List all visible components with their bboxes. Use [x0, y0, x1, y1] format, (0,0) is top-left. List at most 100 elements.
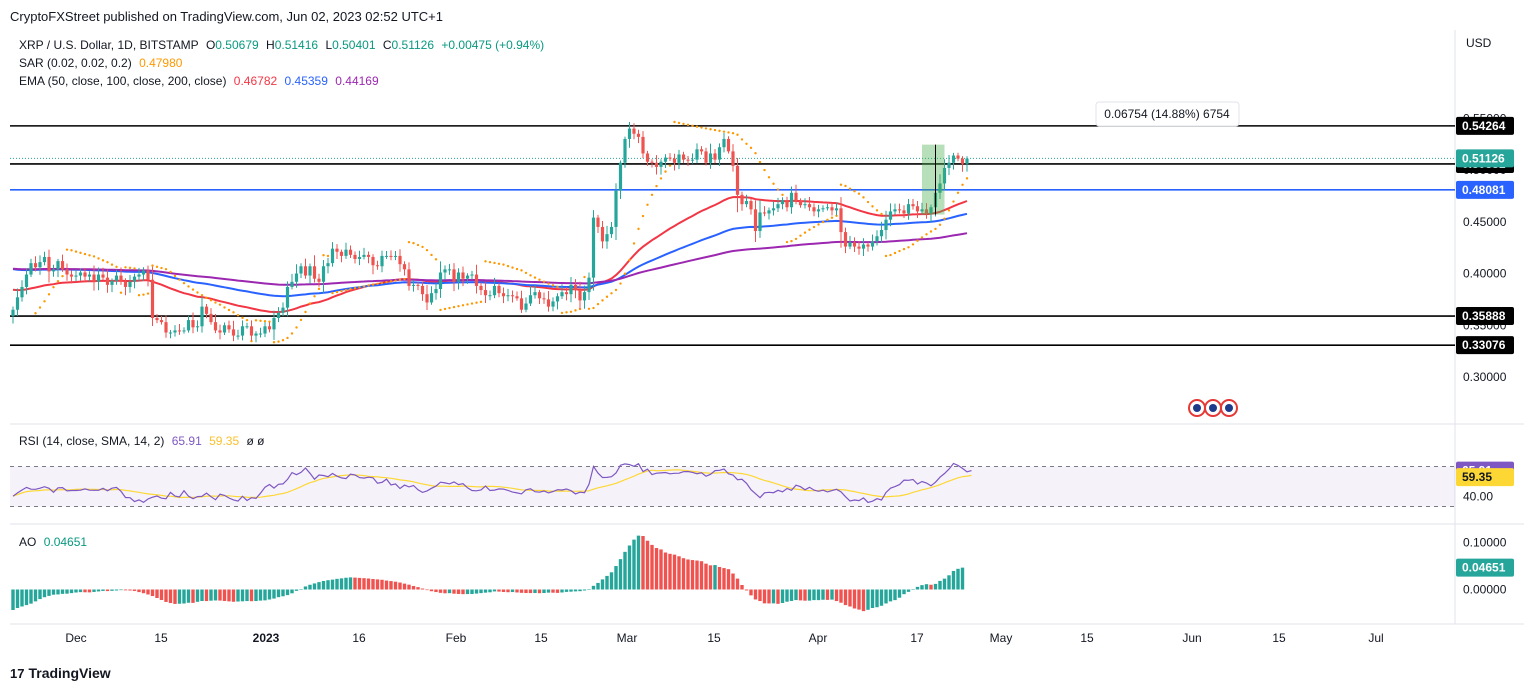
ao-bar[interactable] [96, 589, 101, 592]
candle-body[interactable] [29, 263, 33, 275]
candle-body[interactable] [56, 261, 60, 270]
ao-bar[interactable] [519, 589, 524, 593]
ao-bar[interactable] [699, 561, 704, 590]
rsi-line[interactable] [12, 462, 972, 504]
ao-bar[interactable] [758, 589, 762, 602]
candle-body[interactable] [83, 272, 87, 277]
ao-bar[interactable] [798, 589, 803, 601]
candle-body[interactable] [951, 155, 956, 163]
ao-bar[interactable] [398, 582, 402, 590]
candle-body[interactable] [456, 272, 461, 282]
ao-bar[interactable] [708, 565, 713, 590]
candle-body[interactable] [569, 284, 573, 295]
ao-bar[interactable] [533, 589, 537, 594]
candle-body[interactable] [834, 208, 839, 211]
ao-bar[interactable] [591, 585, 596, 590]
candle-body[interactable] [654, 162, 659, 167]
candle-body[interactable] [659, 161, 663, 167]
ao-bar[interactable] [636, 535, 641, 590]
candle-body[interactable] [483, 290, 488, 296]
ao-bar[interactable] [776, 589, 780, 604]
ao-bar[interactable] [38, 589, 42, 600]
candle-body[interactable] [452, 269, 456, 282]
candle-body[interactable] [425, 294, 429, 303]
ao-bar[interactable] [690, 560, 695, 590]
ao-bar[interactable] [704, 563, 708, 590]
candle-body[interactable] [911, 204, 915, 207]
candle-body[interactable] [906, 204, 911, 214]
ao-bar[interactable] [51, 589, 56, 595]
ao-bar[interactable] [60, 589, 65, 594]
ao-bar[interactable] [29, 589, 33, 604]
level-tag-2-bg[interactable] [1456, 180, 1514, 199]
rsi-sma-tag-bg[interactable] [1456, 468, 1514, 487]
ao-bar[interactable] [821, 589, 825, 600]
ao-bar[interactable] [141, 589, 146, 594]
candle-body[interactable] [812, 207, 816, 212]
ao-bar[interactable] [191, 589, 195, 603]
ao-bar[interactable] [375, 579, 380, 590]
candle-body[interactable] [317, 278, 321, 282]
candle-body[interactable] [353, 254, 357, 260]
candle-body[interactable] [168, 332, 173, 334]
candle-body[interactable] [695, 149, 699, 160]
ao-bar[interactable] [488, 589, 492, 593]
candle-body[interactable] [204, 306, 209, 314]
candle-body[interactable] [236, 335, 240, 337]
tradingview-footer[interactable]: 17 TradingView [10, 665, 111, 681]
ao-bar[interactable] [497, 589, 501, 592]
ao-bar[interactable] [920, 585, 924, 590]
ao-bar[interactable] [672, 554, 677, 590]
ao-bar[interactable] [371, 579, 375, 590]
candle-body[interactable] [371, 256, 375, 266]
ao-bar[interactable] [960, 567, 965, 590]
candle-body[interactable] [38, 262, 42, 268]
candle-body[interactable] [15, 297, 20, 310]
ao-bar[interactable] [596, 582, 600, 590]
measure-box[interactable] [922, 144, 945, 215]
ao-bar[interactable] [582, 589, 587, 591]
candle-body[interactable] [119, 275, 123, 282]
ao-bar[interactable] [267, 589, 272, 600]
candle-body[interactable] [182, 330, 186, 332]
ao-bar[interactable] [767, 589, 771, 604]
ao-bar[interactable] [524, 589, 528, 594]
ao-bar[interactable] [924, 584, 929, 590]
candle-body[interactable] [60, 261, 65, 270]
candle-body[interactable] [330, 248, 335, 264]
candle-body[interactable] [731, 151, 735, 166]
candle-body[interactable] [524, 303, 528, 310]
ao-bar[interactable] [83, 589, 87, 593]
candle-body[interactable] [573, 284, 578, 291]
ao-bar[interactable] [614, 566, 618, 590]
candle-body[interactable] [137, 274, 141, 277]
candle-body[interactable] [128, 281, 132, 287]
ao-bar[interactable] [218, 589, 222, 601]
candle-body[interactable] [105, 277, 110, 285]
ao-bar[interactable] [564, 589, 569, 592]
candle-body[interactable] [636, 133, 641, 137]
candle-body[interactable] [897, 209, 902, 211]
ao-bar[interactable] [744, 589, 749, 591]
ao-bar[interactable] [443, 589, 447, 594]
candle-body[interactable] [434, 289, 438, 294]
candle-body[interactable] [258, 333, 263, 335]
candle-body[interactable] [956, 155, 960, 159]
candle-body[interactable] [722, 138, 726, 148]
candle-body[interactable] [888, 211, 893, 220]
ao-bar[interactable] [902, 589, 906, 595]
candle-body[interactable] [159, 320, 164, 323]
ao-legend[interactable]: AO 0.04651 [19, 535, 91, 549]
candle-body[interactable] [11, 309, 15, 316]
candle-body[interactable] [132, 276, 137, 282]
ao-bar[interactable] [726, 569, 731, 590]
candle-body[interactable] [294, 273, 299, 282]
ao-bar[interactable] [393, 581, 398, 590]
ao-bar[interactable] [659, 549, 663, 590]
candle-body[interactable] [798, 201, 803, 206]
candle-body[interactable] [263, 326, 267, 334]
ao-bar[interactable] [461, 589, 465, 595]
candle-body[interactable] [438, 272, 443, 290]
candle-body[interactable] [411, 284, 416, 286]
ao-bar[interactable] [794, 589, 798, 601]
